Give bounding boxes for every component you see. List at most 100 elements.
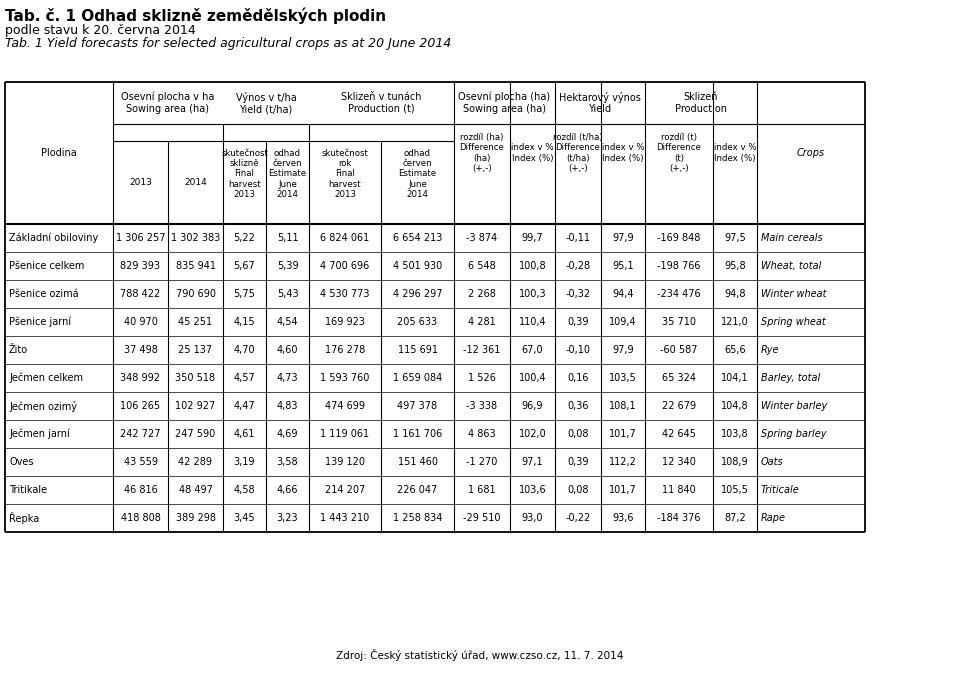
Text: 6 654 213: 6 654 213 xyxy=(393,233,443,243)
Text: 93,0: 93,0 xyxy=(521,513,543,523)
Text: 2 268: 2 268 xyxy=(468,289,496,299)
Text: 1 681: 1 681 xyxy=(468,485,495,495)
Text: Pšenice ozimá: Pšenice ozimá xyxy=(9,289,79,299)
Text: 102 927: 102 927 xyxy=(176,401,216,411)
Text: 835 941: 835 941 xyxy=(176,261,215,271)
Text: 65,6: 65,6 xyxy=(724,345,746,355)
Text: 3,23: 3,23 xyxy=(276,513,299,523)
Text: -12 361: -12 361 xyxy=(464,345,501,355)
Text: 106 265: 106 265 xyxy=(120,401,160,411)
Text: -0,11: -0,11 xyxy=(565,233,590,243)
Text: 389 298: 389 298 xyxy=(176,513,215,523)
Text: 103,5: 103,5 xyxy=(610,373,636,383)
Text: Žito: Žito xyxy=(9,345,28,355)
Text: 101,7: 101,7 xyxy=(610,429,636,439)
Text: 4,73: 4,73 xyxy=(276,373,299,383)
Text: -0,22: -0,22 xyxy=(565,513,590,523)
Text: 0,36: 0,36 xyxy=(567,401,588,411)
Text: Winter wheat: Winter wheat xyxy=(761,289,827,299)
Text: Rye: Rye xyxy=(761,345,780,355)
Text: 103,6: 103,6 xyxy=(518,485,546,495)
Text: 5,22: 5,22 xyxy=(233,233,255,243)
Text: 4,83: 4,83 xyxy=(276,401,299,411)
Text: 226 047: 226 047 xyxy=(397,485,438,495)
Text: 95,1: 95,1 xyxy=(612,261,634,271)
Text: 110,4: 110,4 xyxy=(518,317,546,327)
Text: Hektarový výnos
Yield: Hektarový výnos Yield xyxy=(559,91,641,115)
Text: -60 587: -60 587 xyxy=(660,345,698,355)
Text: 0,39: 0,39 xyxy=(567,457,588,467)
Text: -198 766: -198 766 xyxy=(658,261,701,271)
Text: 4 530 773: 4 530 773 xyxy=(321,289,370,299)
Text: 6 548: 6 548 xyxy=(468,261,496,271)
Text: Pšenice jarní: Pšenice jarní xyxy=(9,316,71,327)
Text: 497 378: 497 378 xyxy=(397,401,438,411)
Text: -0,28: -0,28 xyxy=(565,261,590,271)
Text: 4 501 930: 4 501 930 xyxy=(393,261,443,271)
Text: 12 340: 12 340 xyxy=(662,457,696,467)
Text: 102,0: 102,0 xyxy=(518,429,546,439)
Text: Ječmen jarní: Ječmen jarní xyxy=(9,429,70,439)
Text: 40 970: 40 970 xyxy=(124,317,157,327)
Text: 100,8: 100,8 xyxy=(518,261,546,271)
Text: -234 476: -234 476 xyxy=(658,289,701,299)
Text: Osevní plocha (ha)
Sowing area (ha): Osevní plocha (ha) Sowing area (ha) xyxy=(459,92,551,114)
Text: 99,7: 99,7 xyxy=(521,233,543,243)
Text: 5,67: 5,67 xyxy=(233,261,255,271)
Text: Pšenice celkem: Pšenice celkem xyxy=(9,261,84,271)
Text: 5,75: 5,75 xyxy=(233,289,255,299)
Text: -1 270: -1 270 xyxy=(467,457,497,467)
Text: 96,9: 96,9 xyxy=(521,401,543,411)
Text: -3 338: -3 338 xyxy=(467,401,497,411)
Text: -184 376: -184 376 xyxy=(658,513,701,523)
Text: 115 691: 115 691 xyxy=(397,345,438,355)
Text: 350 518: 350 518 xyxy=(176,373,216,383)
Text: 1 443 210: 1 443 210 xyxy=(321,513,370,523)
Text: 4,69: 4,69 xyxy=(276,429,299,439)
Text: 788 422: 788 422 xyxy=(120,289,160,299)
Text: 4,61: 4,61 xyxy=(233,429,255,439)
Text: 4,66: 4,66 xyxy=(276,485,299,495)
Text: Ječmen ozimý: Ječmen ozimý xyxy=(9,400,77,411)
Text: 101,7: 101,7 xyxy=(610,485,636,495)
Text: 46 816: 46 816 xyxy=(124,485,157,495)
Text: 1 593 760: 1 593 760 xyxy=(321,373,370,383)
Text: -3 874: -3 874 xyxy=(467,233,497,243)
Text: 1 659 084: 1 659 084 xyxy=(393,373,443,383)
Text: 4,57: 4,57 xyxy=(233,373,255,383)
Text: Řepka: Řepka xyxy=(9,512,39,524)
Text: podle stavu k 20. června 2014: podle stavu k 20. června 2014 xyxy=(5,24,196,37)
Text: Tritikale: Tritikale xyxy=(9,485,47,495)
Text: 95,8: 95,8 xyxy=(724,261,746,271)
Text: 100,4: 100,4 xyxy=(518,373,546,383)
Text: Winter barley: Winter barley xyxy=(761,401,828,411)
Text: odhad
červen
Estimate
June
2014: odhad červen Estimate June 2014 xyxy=(269,149,306,199)
Text: 1 119 061: 1 119 061 xyxy=(321,429,370,439)
Text: 2014: 2014 xyxy=(184,178,206,187)
Text: 1 302 383: 1 302 383 xyxy=(171,233,220,243)
Text: 5,11: 5,11 xyxy=(276,233,299,243)
Text: 0,39: 0,39 xyxy=(567,317,588,327)
Text: 45 251: 45 251 xyxy=(179,317,212,327)
Text: 42 645: 42 645 xyxy=(662,429,696,439)
Text: 4,70: 4,70 xyxy=(233,345,255,355)
Text: 37 498: 37 498 xyxy=(124,345,157,355)
Text: index v %
Index (%): index v % Index (%) xyxy=(713,143,756,163)
Text: 151 460: 151 460 xyxy=(397,457,438,467)
Text: odhad
červen
Estimate
June
2014: odhad červen Estimate June 2014 xyxy=(398,149,437,199)
Text: 94,8: 94,8 xyxy=(724,289,746,299)
Text: 4,15: 4,15 xyxy=(233,317,255,327)
Text: 2013: 2013 xyxy=(129,178,152,187)
Text: -169 848: -169 848 xyxy=(658,233,701,243)
Text: 247 590: 247 590 xyxy=(176,429,216,439)
Text: 121,0: 121,0 xyxy=(721,317,749,327)
Text: rozdíl (ha)
Difference
(ha)
(+,-): rozdíl (ha) Difference (ha) (+,-) xyxy=(460,133,504,173)
Text: 0,16: 0,16 xyxy=(567,373,588,383)
Text: 0,08: 0,08 xyxy=(567,429,588,439)
Text: 11 840: 11 840 xyxy=(662,485,696,495)
Text: 4,58: 4,58 xyxy=(233,485,255,495)
Text: Sklizeň v tunách
Production (t): Sklizeň v tunách Production (t) xyxy=(341,92,421,114)
Text: rozdíl (t/ha)
Difference
(t/ha)
(+,-): rozdíl (t/ha) Difference (t/ha) (+,-) xyxy=(553,133,603,173)
Text: skutečnost
rok
Final
harvest
2013: skutečnost rok Final harvest 2013 xyxy=(322,149,369,199)
Text: 94,4: 94,4 xyxy=(612,289,634,299)
